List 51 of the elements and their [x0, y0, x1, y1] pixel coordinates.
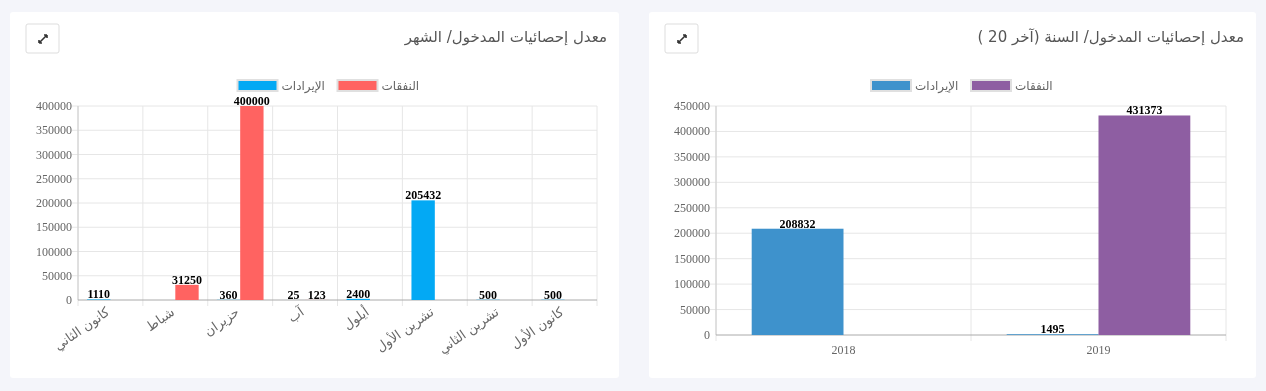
data-label: 123	[307, 287, 326, 302]
y-tick-label: 50000	[680, 302, 710, 317]
data-label: 500	[479, 287, 498, 302]
data-label: 1110	[87, 287, 111, 302]
y-tick-label: 450000	[674, 99, 710, 113]
x-tick-label: شباط	[143, 304, 178, 335]
bar	[240, 106, 264, 300]
y-tick-label: 250000	[674, 200, 710, 215]
y-tick-label: 50000	[42, 268, 72, 283]
bar	[751, 228, 844, 335]
y-tick-label: 200000	[674, 226, 710, 241]
y-tick-label: 100000	[36, 244, 72, 259]
x-tick-label: 2018	[831, 343, 856, 357]
data-label: 208832	[779, 216, 816, 231]
x-tick-label: كانون الأول	[507, 302, 568, 353]
y-tick-label: 150000	[36, 220, 72, 235]
y-tick-label: 300000	[36, 147, 72, 162]
y-tick-label: 150000	[674, 251, 710, 266]
x-tick-label: آب	[284, 302, 308, 326]
data-label: 360	[219, 287, 238, 302]
legend-label: النفقات	[381, 79, 420, 93]
x-tick-label: حزيران	[201, 304, 243, 340]
x-tick-label: تشرين الثاني	[435, 303, 503, 358]
y-tick-label: 400000	[674, 124, 710, 139]
y-tick-label: 400000	[36, 99, 72, 113]
chart-title: معدل إحصائيات المدخول/ الشهر	[403, 28, 607, 46]
y-tick-label: 250000	[36, 171, 72, 186]
data-label: 31250	[171, 272, 202, 287]
data-label: 25	[287, 287, 300, 302]
data-label: 500	[543, 287, 562, 302]
y-tick-label: 100000	[674, 277, 710, 292]
legend-label: الإيرادات	[281, 79, 325, 94]
y-tick-label: 200000	[36, 196, 72, 210]
data-label: 431373	[1126, 103, 1163, 118]
legend-label: الإيرادات	[915, 79, 959, 94]
y-tick-label: 350000	[674, 149, 710, 164]
bar	[175, 284, 199, 300]
chart-title: معدل إحصائيات المدخول/ السنة (آخر 20 )	[977, 28, 1244, 46]
y-tick-label: 0	[704, 328, 710, 342]
data-label: 205432	[405, 188, 442, 203]
x-tick-label: تشرين الأول	[372, 303, 438, 356]
data-label: 1495	[1040, 322, 1065, 337]
bar	[411, 200, 435, 300]
data-label: 400000	[233, 94, 270, 108]
legend-label: النفقات	[1015, 79, 1053, 93]
data-label: 2400	[346, 286, 371, 301]
y-tick-label: 300000	[674, 175, 710, 190]
x-tick-label: أيلول	[339, 303, 373, 334]
bar	[1098, 115, 1191, 335]
y-tick-label: 350000	[36, 123, 72, 138]
x-tick-label: 2019	[1086, 343, 1111, 357]
